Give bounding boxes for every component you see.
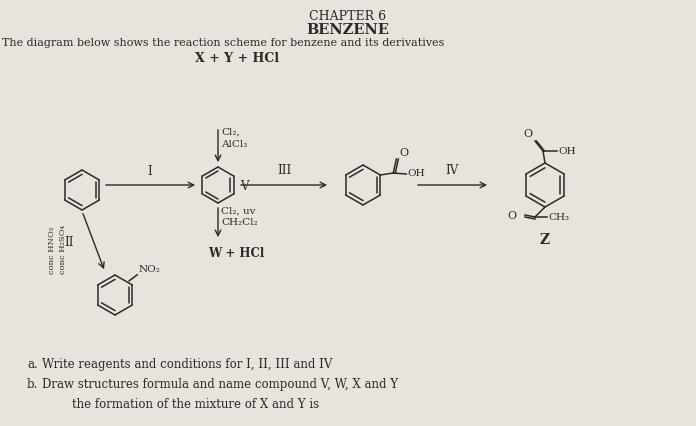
Text: IV: IV (445, 164, 459, 177)
Text: O: O (400, 148, 409, 158)
Text: CH₃: CH₃ (548, 213, 569, 222)
Text: BENZENE: BENZENE (306, 23, 390, 37)
Text: CH₂Cl₂: CH₂Cl₂ (221, 218, 258, 227)
Text: The diagram below shows the reaction scheme for benzene and its derivatives: The diagram below shows the reaction sch… (2, 38, 444, 48)
Text: V: V (240, 181, 248, 193)
Text: conc H₂SO₄: conc H₂SO₄ (59, 225, 67, 274)
Text: II: II (65, 236, 74, 248)
Text: Draw structures formula and name compound V, W, X and Y: Draw structures formula and name compoun… (42, 378, 398, 391)
Text: NO₂: NO₂ (138, 265, 160, 274)
Text: a.: a. (27, 358, 38, 371)
Text: OH: OH (407, 170, 425, 178)
Text: III: III (277, 164, 291, 177)
Text: X + Y + HCl: X + Y + HCl (195, 52, 279, 65)
Text: O: O (507, 211, 516, 221)
Text: I: I (148, 165, 152, 178)
Text: conc HNO₃: conc HNO₃ (48, 227, 56, 273)
Text: Write reagents and conditions for I, II, III and IV: Write reagents and conditions for I, II,… (42, 358, 333, 371)
Text: b.: b. (26, 378, 38, 391)
Text: O: O (523, 129, 532, 139)
Text: Cl₂, uv: Cl₂, uv (221, 207, 255, 216)
Text: CHAPTER 6: CHAPTER 6 (310, 10, 386, 23)
Text: W + HCl: W + HCl (208, 247, 264, 260)
Text: OH: OH (558, 147, 576, 155)
Text: Z: Z (540, 233, 550, 247)
Text: the formation of the mixture of X and Y is: the formation of the mixture of X and Y … (42, 398, 319, 411)
Text: Cl₂,: Cl₂, (221, 128, 239, 137)
Text: AlCl₃: AlCl₃ (221, 140, 247, 149)
